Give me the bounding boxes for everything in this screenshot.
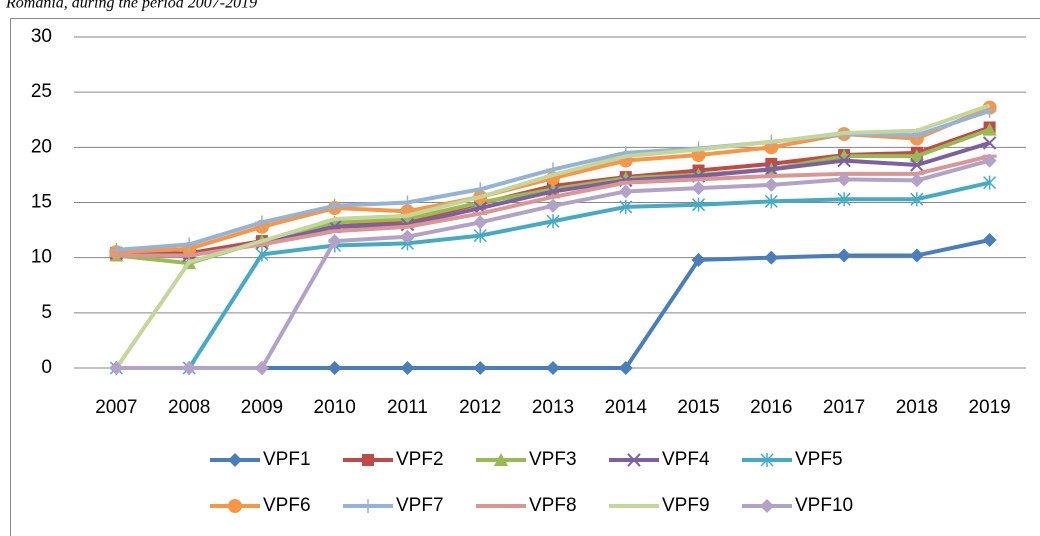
y-tick-label: 5 [41, 302, 52, 323]
caption: Romania, during the period 2007-2019 [5, 0, 257, 12]
marker [254, 361, 269, 375]
x-tick-label: 2013 [532, 397, 574, 418]
marker [837, 248, 852, 263]
marker [982, 136, 997, 150]
legend-label: VPF8 [529, 495, 577, 516]
legend-marker [228, 499, 242, 513]
marker [473, 361, 488, 375]
legend-label: VPF4 [662, 449, 710, 470]
marker [473, 215, 488, 230]
legend-label: VPF1 [263, 449, 311, 470]
marker [909, 173, 924, 188]
marker [982, 233, 997, 248]
x-tick-label: 2009 [241, 397, 283, 418]
marker [764, 250, 779, 265]
x-tick-label: 2012 [459, 397, 501, 418]
marker [983, 175, 997, 190]
marker [764, 194, 778, 209]
marker [327, 198, 342, 213]
marker [546, 214, 560, 229]
x-tick-label: 2008 [168, 397, 210, 418]
legend-label: VPF2 [396, 449, 444, 470]
x-tick-label: 2018 [896, 397, 938, 418]
marker [691, 181, 706, 196]
y-tick-label: 0 [41, 357, 52, 378]
marker [764, 162, 779, 177]
marker [910, 192, 924, 207]
y-tick-label: 25 [31, 81, 52, 102]
marker [182, 237, 197, 252]
x-tick-label: 2016 [750, 397, 792, 418]
marker [691, 252, 706, 267]
line-series [114, 103, 991, 370]
marker [473, 182, 488, 197]
marker [619, 199, 633, 214]
x-tick-label: 2019 [968, 397, 1010, 418]
legend-label: VPF3 [529, 449, 577, 470]
marker [837, 192, 851, 207]
marker [400, 229, 415, 244]
y-tick-label: 20 [31, 136, 52, 157]
marker [982, 153, 997, 168]
legend-marker [361, 499, 375, 513]
marker [400, 195, 415, 210]
legend-marker [228, 453, 242, 467]
y-tick-label: 30 [31, 26, 52, 47]
marker [618, 361, 633, 375]
marker [546, 361, 560, 375]
legend-marker [760, 499, 774, 513]
marker [692, 197, 706, 212]
x-tick-label: 2011 [387, 397, 428, 418]
chart-frame [10, 18, 1040, 536]
legend-marker [362, 454, 374, 466]
marker [837, 172, 852, 187]
marker [837, 153, 851, 168]
marker [400, 361, 415, 375]
marker [327, 234, 342, 249]
marker [255, 247, 269, 262]
marker [473, 228, 487, 243]
marker [109, 361, 124, 375]
x-tick-label: 2010 [314, 397, 356, 418]
marker [909, 149, 924, 163]
legend-marker [494, 453, 508, 466]
legend-label: VPF10 [795, 495, 853, 516]
x-tick-label: 2015 [677, 397, 719, 418]
y-tick-label: 10 [31, 247, 52, 268]
legend-label: VPF9 [662, 495, 710, 516]
marker [764, 177, 779, 192]
marker [546, 198, 560, 213]
marker [182, 361, 197, 375]
marker [254, 215, 269, 230]
legend-marker [627, 453, 641, 467]
marker [982, 122, 997, 136]
x-tick-label: 2017 [823, 397, 865, 418]
legend-label: VPF5 [795, 449, 843, 470]
marker [909, 248, 924, 263]
marker [618, 184, 633, 199]
legend-marker [760, 453, 774, 467]
legend-label: VPF7 [396, 495, 444, 516]
x-tick-label: 2014 [605, 397, 648, 418]
y-tick-label: 15 [31, 192, 52, 213]
marker [327, 361, 342, 375]
marker [910, 158, 924, 172]
x-tick-label: 2007 [95, 397, 137, 418]
legend-label: VPF6 [263, 495, 311, 516]
